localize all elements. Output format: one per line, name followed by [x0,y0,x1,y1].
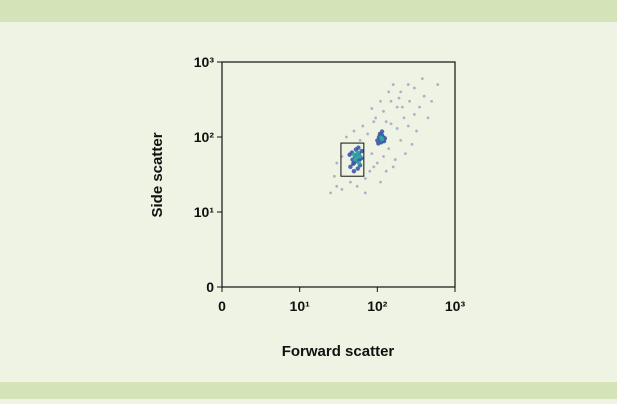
point [410,142,414,146]
point [382,155,385,158]
point [400,105,404,109]
plot-frame [221,61,456,288]
x-tick-label: 0 [218,298,226,314]
point [380,136,385,142]
point [359,148,364,154]
point [348,164,353,170]
point [370,152,374,156]
point [382,109,385,113]
point [335,161,339,165]
point [406,124,410,128]
point [406,83,410,86]
x-tick-label: 10¹ [290,298,311,314]
point [348,180,352,184]
point [387,147,391,151]
x-tick-label: 10³ [445,298,466,314]
point [345,135,348,139]
point [389,122,393,126]
point [420,77,424,81]
point [355,166,360,171]
point [412,86,416,90]
point [430,99,434,103]
point [436,83,440,86]
point [393,158,397,161]
gate [340,142,365,177]
point [426,116,430,120]
top-band [0,0,617,22]
point [399,90,403,94]
point [355,150,360,155]
point [418,105,421,109]
y-tick-label: 10¹ [194,204,215,220]
y-tick-label: 10² [194,129,215,145]
y-axis-label: Side scatter [149,132,166,217]
point [415,129,418,133]
point [376,141,381,146]
point [356,145,361,150]
point [395,105,399,109]
point [351,152,357,157]
point [379,129,385,134]
point [368,169,372,173]
point [404,152,407,156]
point [389,99,393,103]
point [397,96,401,100]
point [372,120,376,124]
point [395,127,399,130]
point [372,165,376,169]
point [358,139,362,142]
point [351,161,356,166]
point [408,99,411,103]
point [363,177,367,180]
x-axis-label: Forward scatter [282,343,395,360]
point [391,165,395,169]
point [366,132,370,136]
point [347,152,352,157]
point [399,139,403,142]
point [402,116,406,120]
point [412,113,416,116]
point [361,124,365,128]
point [422,94,426,98]
point [391,83,395,86]
point [375,161,379,165]
point [384,169,388,173]
point [387,90,391,94]
point [370,107,374,110]
point [356,160,362,166]
y-tick-label: 0 [206,279,214,295]
point [329,191,332,195]
point [379,180,382,184]
point [357,154,363,159]
point [335,184,339,188]
point [340,188,344,191]
point [374,116,378,120]
point [363,191,367,195]
point [379,99,382,103]
x-tick-label: 10² [367,298,388,314]
point [352,129,356,133]
point [332,174,336,178]
bottom-band [0,382,617,399]
point [384,120,388,124]
point [351,168,357,174]
y-tick-label: 10³ [194,54,215,70]
point [355,184,359,188]
